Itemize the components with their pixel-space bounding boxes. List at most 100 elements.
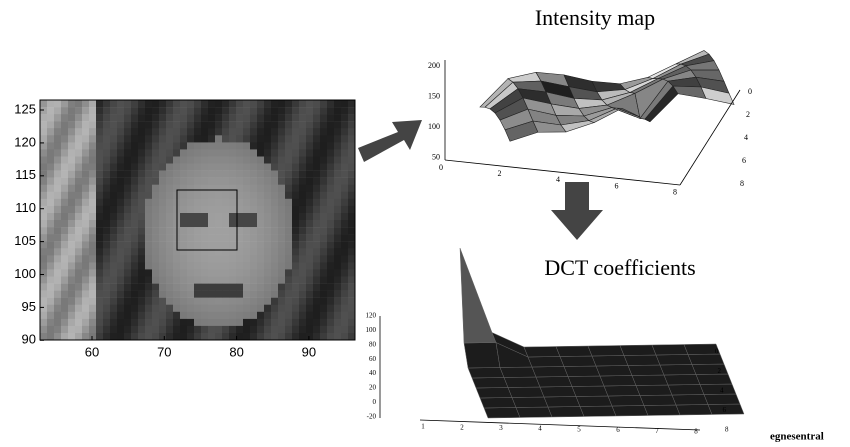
pixel bbox=[271, 333, 278, 340]
pixel bbox=[145, 284, 152, 291]
pixel bbox=[89, 107, 96, 114]
pixel bbox=[54, 114, 61, 121]
pixel bbox=[110, 227, 117, 234]
intensity-surface bbox=[445, 50, 740, 185]
surface-cell bbox=[592, 356, 628, 367]
pixel bbox=[194, 269, 201, 276]
pixel bbox=[124, 178, 131, 185]
pixel bbox=[47, 291, 54, 298]
pixel bbox=[145, 312, 152, 319]
pixel bbox=[82, 248, 89, 255]
pixel bbox=[180, 333, 187, 340]
pixel bbox=[75, 107, 82, 114]
pixel bbox=[299, 269, 306, 276]
pixel bbox=[250, 291, 257, 298]
pixel bbox=[229, 185, 236, 192]
pixel bbox=[264, 121, 271, 128]
pixel bbox=[306, 164, 313, 171]
pixel bbox=[320, 199, 327, 206]
pixel bbox=[306, 333, 313, 340]
pixel bbox=[341, 333, 348, 340]
pixel bbox=[292, 142, 299, 149]
pixel bbox=[257, 277, 264, 284]
pixel bbox=[257, 135, 264, 142]
pixel bbox=[271, 277, 278, 284]
pixel bbox=[334, 241, 341, 248]
surface-cell bbox=[484, 408, 520, 419]
pixel bbox=[222, 220, 229, 227]
pixel bbox=[257, 121, 264, 128]
pixel bbox=[187, 192, 194, 199]
pixel bbox=[40, 298, 47, 305]
pixel bbox=[124, 121, 131, 128]
pixel bbox=[306, 185, 313, 192]
pixel bbox=[131, 157, 138, 164]
pixel bbox=[208, 142, 215, 149]
pixel bbox=[40, 171, 47, 178]
pixel bbox=[47, 227, 54, 234]
pixel bbox=[82, 135, 89, 142]
pixel bbox=[152, 192, 159, 199]
surface-cell bbox=[624, 355, 660, 366]
pixel bbox=[278, 326, 285, 333]
pixel bbox=[215, 305, 222, 312]
pixel bbox=[110, 269, 117, 276]
pixel bbox=[152, 178, 159, 185]
pixel bbox=[341, 100, 348, 107]
surface-cell bbox=[548, 407, 584, 418]
pixel bbox=[89, 241, 96, 248]
pixel bbox=[152, 312, 159, 319]
pixel bbox=[110, 277, 117, 284]
pixel bbox=[208, 121, 215, 128]
pixel bbox=[320, 121, 327, 128]
pixel bbox=[313, 149, 320, 156]
pixel bbox=[82, 269, 89, 276]
pixel bbox=[306, 121, 313, 128]
pixel bbox=[110, 220, 117, 227]
pixel bbox=[313, 206, 320, 213]
pixel bbox=[348, 178, 355, 185]
pixel bbox=[334, 333, 341, 340]
pixel bbox=[208, 185, 215, 192]
pixel bbox=[320, 114, 327, 121]
pixel bbox=[194, 149, 201, 156]
pixel bbox=[299, 298, 306, 305]
pixel bbox=[292, 107, 299, 114]
pixel bbox=[96, 164, 103, 171]
pixel bbox=[229, 149, 236, 156]
pixel bbox=[194, 213, 201, 220]
pixel bbox=[299, 326, 306, 333]
pixel bbox=[215, 227, 222, 234]
pixel bbox=[145, 100, 152, 107]
pixel bbox=[201, 312, 208, 319]
pixel bbox=[327, 128, 334, 135]
pixel bbox=[89, 326, 96, 333]
pixel bbox=[166, 135, 173, 142]
pixel bbox=[89, 220, 96, 227]
pixel bbox=[159, 284, 166, 291]
x-tick-label: 2 bbox=[460, 423, 464, 431]
pixel bbox=[201, 178, 208, 185]
pixel bbox=[166, 305, 173, 312]
pixel bbox=[341, 142, 348, 149]
pixel bbox=[117, 149, 124, 156]
pixel bbox=[166, 262, 173, 269]
pixel bbox=[145, 255, 152, 262]
pixel bbox=[40, 227, 47, 234]
pixel bbox=[278, 234, 285, 241]
pixel bbox=[306, 149, 313, 156]
pixel bbox=[208, 107, 215, 114]
pixel bbox=[334, 178, 341, 185]
pixel bbox=[152, 128, 159, 135]
surface-cell bbox=[644, 405, 680, 416]
pixel bbox=[96, 326, 103, 333]
pixel bbox=[285, 234, 292, 241]
pixel bbox=[313, 305, 320, 312]
pixel bbox=[278, 220, 285, 227]
pixel bbox=[75, 100, 82, 107]
pixel bbox=[152, 277, 159, 284]
pixel bbox=[54, 128, 61, 135]
pixel bbox=[124, 149, 131, 156]
pixel bbox=[194, 107, 201, 114]
pixel bbox=[131, 234, 138, 241]
